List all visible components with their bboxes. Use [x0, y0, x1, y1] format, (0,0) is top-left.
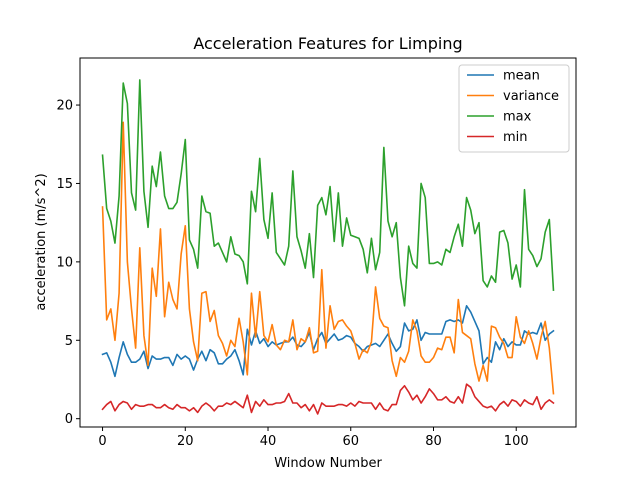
legend-box — [458, 64, 570, 153]
x-tick-label: 60 — [342, 434, 359, 449]
legend-label-max: max — [503, 110, 532, 125]
y-axis: 0 5 10 15 20 — [56, 99, 80, 427]
y-tick-label: 20 — [56, 99, 73, 114]
x-axis-label: Window Number — [274, 456, 382, 471]
x-tick-label: 0 — [98, 434, 106, 449]
series-line-max — [101, 79, 555, 307]
x-tick-label: 80 — [425, 434, 442, 449]
y-tick-label: 5 — [65, 334, 73, 349]
series-line-mean — [101, 304, 555, 378]
plot-frame — [79, 57, 577, 428]
x-axis: 0 20 40 60 80 100 — [98, 427, 529, 449]
series-group — [101, 79, 555, 415]
legend: mean variance max min — [458, 64, 570, 153]
y-tick-label: 15 — [56, 177, 73, 192]
x-tick-label: 40 — [260, 434, 277, 449]
legend-label-min: min — [503, 130, 528, 145]
x-tick-label: 20 — [177, 434, 194, 449]
series-line-min — [101, 383, 555, 415]
y-tick-label: 10 — [56, 255, 73, 270]
legend-label-variance: variance — [503, 89, 559, 104]
series-line-variance — [101, 121, 555, 395]
legend-label-mean: mean — [503, 69, 540, 84]
x-tick-label: 100 — [504, 434, 529, 449]
chart-title: Acceleration Features for Limping — [193, 34, 462, 53]
y-tick-label: 0 — [65, 412, 73, 427]
y-axis-label: acceleration (m/s^2) — [34, 173, 49, 310]
